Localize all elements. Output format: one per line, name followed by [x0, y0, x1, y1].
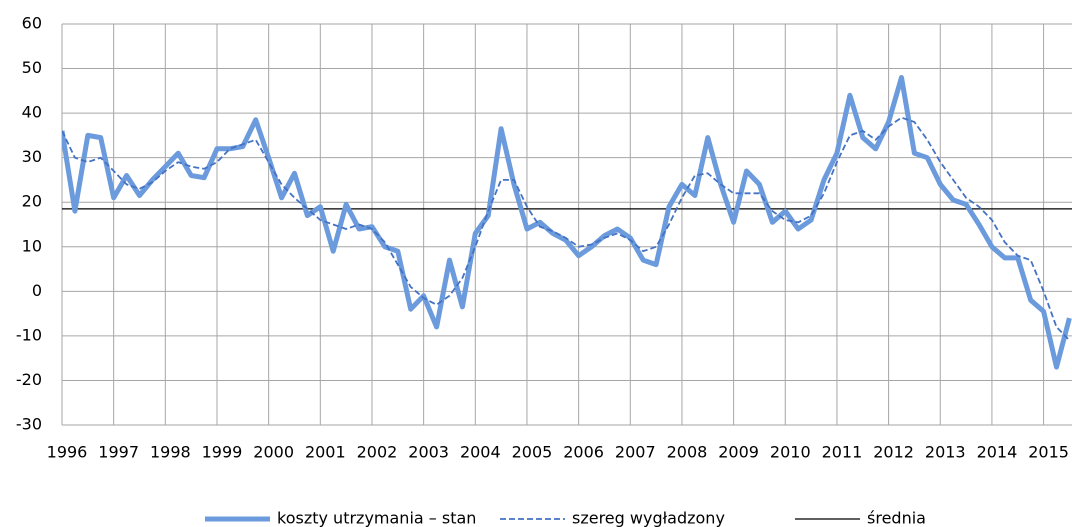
y-tick-label: 0 — [32, 281, 42, 300]
x-tick-label: 2003 — [408, 443, 449, 462]
x-tick-label: 2009 — [718, 443, 759, 462]
series-line — [62, 116, 1071, 341]
x-tick-label: 2011 — [822, 443, 863, 462]
x-tick-label: 2002 — [357, 443, 398, 462]
x-tick-label: 2015 — [1028, 443, 1069, 462]
legend-label: koszty utrzymania – stan — [277, 509, 476, 527]
x-tick-label: 2006 — [563, 443, 604, 462]
y-tick-label: 40 — [22, 103, 42, 122]
y-tick-label: 10 — [22, 236, 42, 255]
y-tick-label: 30 — [22, 147, 42, 166]
x-tick-label: 2014 — [977, 443, 1018, 462]
y-tick-label: 20 — [22, 192, 42, 211]
series-line — [62, 75, 1072, 370]
x-tick-label: 2000 — [253, 443, 294, 462]
x-tick-label: 1997 — [98, 443, 139, 462]
x-tick-label: 1998 — [150, 443, 191, 462]
legend-label: średnia — [867, 509, 926, 527]
x-tick-label: 2010 — [770, 443, 811, 462]
x-tick-label: 2013 — [925, 443, 966, 462]
x-tick-label: 2001 — [305, 443, 346, 462]
x-tick-label: 2012 — [873, 443, 914, 462]
x-tick-label: 1996 — [47, 443, 88, 462]
y-tick-label: 50 — [22, 58, 42, 77]
x-tick-label: 2004 — [460, 443, 501, 462]
y-tick-label: -30 — [16, 415, 42, 434]
legend-label: szereg wygładzony — [572, 509, 725, 527]
x-tick-label: 1999 — [202, 443, 243, 462]
y-tick-label: 60 — [22, 14, 42, 33]
x-tick-label: 2005 — [512, 443, 553, 462]
y-tick-label: -10 — [16, 325, 42, 344]
x-tick-label: 2008 — [667, 443, 708, 462]
x-tick-label: 2007 — [615, 443, 656, 462]
y-tick-label: -20 — [16, 370, 42, 389]
